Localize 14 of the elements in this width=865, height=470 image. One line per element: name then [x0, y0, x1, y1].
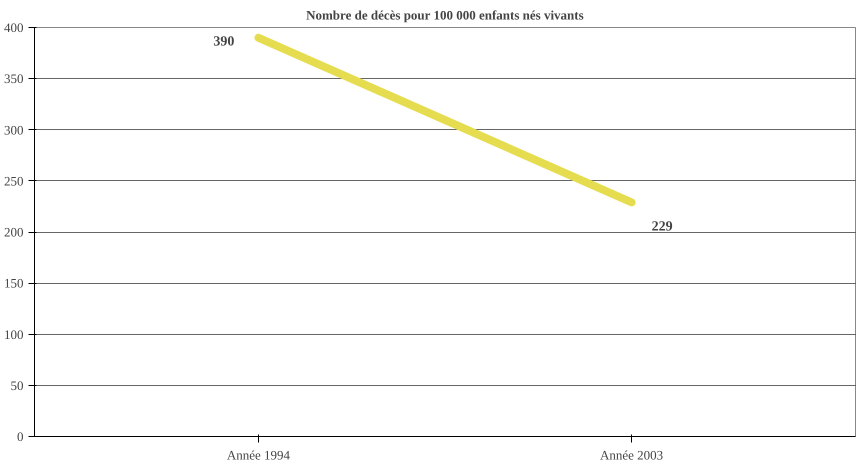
chart-title: Nombre de décès pour 100 000 enfants nés vivants	[306, 8, 584, 22]
y-tick-label: 200	[4, 224, 24, 240]
y-tick-label: 50	[10, 378, 24, 393]
y-tick-label: 100	[4, 326, 24, 342]
y-tick-label: 250	[4, 173, 24, 188]
y-tick-label: 300	[4, 122, 24, 138]
y-tick-label: 400	[4, 20, 24, 35]
data-label: 229	[652, 219, 673, 234]
data-label: 390	[213, 34, 234, 50]
y-tick-label: 0	[17, 429, 24, 444]
y-tick-label: 350	[4, 71, 24, 86]
x-tick-label: Année 1994	[226, 448, 290, 462]
x-tick-label: Année 2003	[600, 448, 664, 462]
y-tick-label: 150	[4, 276, 24, 291]
